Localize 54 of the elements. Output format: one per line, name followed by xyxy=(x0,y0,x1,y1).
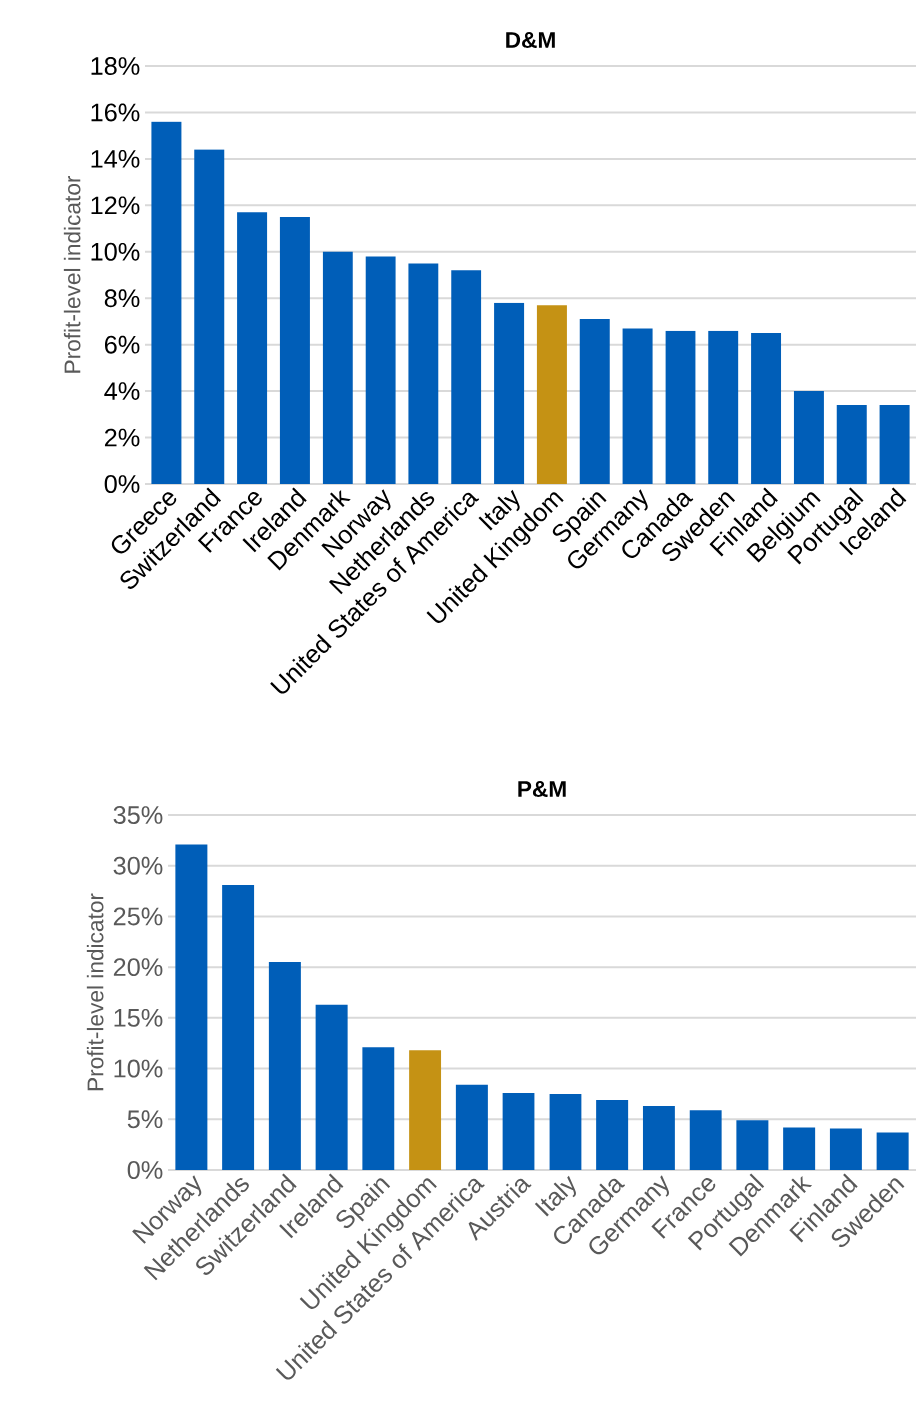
chart-title: D&M xyxy=(506,32,555,48)
y-tick-label: 5% xyxy=(127,1110,163,1129)
y-tick-label: 15% xyxy=(114,1008,163,1027)
y-tick-label: 18% xyxy=(91,57,140,75)
y-tick-label: 12% xyxy=(91,196,140,215)
bar xyxy=(365,256,396,484)
bar xyxy=(451,270,482,484)
bar xyxy=(642,1106,675,1170)
bar xyxy=(736,1120,769,1170)
y-tick-label: 35% xyxy=(113,806,163,824)
bar xyxy=(322,251,353,484)
bar xyxy=(596,1100,629,1170)
bar xyxy=(194,149,225,484)
bar xyxy=(579,319,610,484)
bar xyxy=(455,1084,488,1170)
bar xyxy=(793,391,824,484)
bar xyxy=(836,405,867,484)
bar xyxy=(237,212,268,484)
y-tick-label: 10% xyxy=(91,242,140,261)
bar xyxy=(175,844,208,1170)
bar xyxy=(494,302,525,484)
bar xyxy=(268,962,301,1170)
bar xyxy=(751,333,782,484)
y-tick-label: 20% xyxy=(113,958,163,977)
bar xyxy=(502,1092,535,1170)
y-tick-label: 16% xyxy=(91,103,140,122)
y-tick-label: 14% xyxy=(91,150,140,168)
bar xyxy=(536,305,567,484)
y-tick-label: 4% xyxy=(104,382,140,400)
y-axis-title: Profit-level indicator xyxy=(63,175,81,373)
bar xyxy=(151,121,182,484)
chart-title: P&M xyxy=(518,781,566,798)
bar xyxy=(876,1132,909,1170)
bar xyxy=(783,1127,816,1170)
bar xyxy=(549,1093,582,1170)
bar xyxy=(622,328,653,484)
y-axis-title: Profit-level indicator xyxy=(86,893,104,1091)
bar xyxy=(409,1050,442,1170)
y-tick-label: 6% xyxy=(104,335,140,354)
y-tick-label: 8% xyxy=(104,289,140,308)
bar xyxy=(222,884,255,1170)
bar xyxy=(879,405,910,484)
bar xyxy=(408,263,439,484)
y-tick-label: 25% xyxy=(113,907,163,926)
y-tick-label: 10% xyxy=(114,1059,163,1078)
bar xyxy=(829,1128,862,1170)
bar xyxy=(689,1110,722,1170)
y-tick-label: 30% xyxy=(113,856,163,875)
bar xyxy=(315,1004,348,1170)
y-tick-label: 2% xyxy=(104,428,140,447)
bar xyxy=(665,330,696,484)
bar xyxy=(279,216,310,484)
bar xyxy=(362,1047,395,1170)
bar xyxy=(708,330,739,484)
